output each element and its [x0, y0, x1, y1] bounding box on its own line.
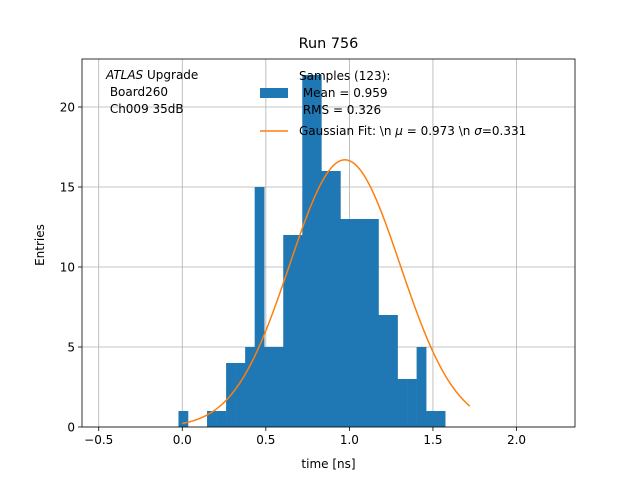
- histogram-bar: [207, 411, 217, 427]
- y-tick-label: 10: [60, 261, 75, 275]
- annotation-line-2: Board260: [106, 85, 168, 99]
- x-tick-label: 0.5: [256, 433, 275, 447]
- legend-fit-mid: = 0.973 \n: [403, 124, 474, 138]
- histogram-bar: [178, 411, 189, 427]
- histogram-bar: [426, 411, 436, 427]
- x-axis-label: time [ns]: [301, 457, 355, 471]
- histogram-bar: [321, 171, 332, 427]
- histogram-bar: [302, 75, 313, 427]
- legend-fit-sigma: σ: [474, 124, 482, 138]
- gaussian-fit-curve: [182, 159, 471, 425]
- legend-fit-label: Gaussian Fit: \n μ = 0.973 \n σ=0.331: [299, 124, 526, 138]
- legend-fit-mu: μ: [394, 124, 403, 138]
- histogram-bar: [378, 315, 389, 427]
- histogram-bar: [397, 379, 408, 427]
- histogram-bar: [245, 347, 255, 427]
- histogram-bar: [311, 75, 322, 427]
- axes-frame: [81, 58, 576, 428]
- annotation-upgrade: Upgrade: [143, 68, 198, 82]
- atlas-annotation: ATLAS Upgrade Board260 Ch009 35dB: [105, 68, 198, 116]
- legend-histogram-swatch: [260, 88, 288, 98]
- y-axis-ticks: 0 5 10 15 20: [60, 101, 82, 435]
- histogram-bar: [359, 219, 370, 427]
- histogram-bar: [254, 187, 265, 427]
- histogram-bar: [292, 235, 303, 427]
- annotation-line-3: Ch009 35dB: [106, 102, 184, 116]
- histogram-bar: [330, 171, 341, 427]
- histogram-bars: [178, 75, 446, 427]
- legend-histogram-line-3: RMS = 0.326: [299, 103, 381, 117]
- x-axis-ticks: −0.5 0.0 0.5 1.0 1.5 2.0: [84, 427, 526, 447]
- annotation-line-1: ATLAS Upgrade: [105, 68, 198, 82]
- histogram-bar: [235, 363, 246, 427]
- histogram-bar: [407, 379, 417, 427]
- histogram-bar: [264, 347, 275, 427]
- histogram-bar: [416, 347, 427, 427]
- x-tick-label: 0.0: [173, 433, 192, 447]
- histogram-bar: [368, 219, 379, 427]
- histogram-bar: [273, 347, 284, 427]
- histogram-bar: [388, 315, 398, 427]
- histogram-bar: [283, 235, 294, 427]
- legend: Samples (123): Mean = 0.959 RMS = 0.326 …: [260, 69, 526, 138]
- x-tick-label: −0.5: [84, 433, 113, 447]
- legend-fit-prefix: Gaussian Fit: \n: [299, 124, 395, 138]
- legend-histogram-line-1: Samples (123):: [299, 69, 390, 83]
- x-tick-label: 1.5: [423, 433, 442, 447]
- annotation-atlas: ATLAS: [105, 68, 144, 82]
- x-tick-label: 2.0: [507, 433, 526, 447]
- x-tick-label: 1.0: [340, 433, 359, 447]
- histogram-bar: [435, 411, 446, 427]
- chart-title: Run 756: [299, 36, 359, 52]
- histogram-bar: [349, 219, 360, 427]
- legend-histogram-line-2: Mean = 0.959: [299, 86, 388, 100]
- y-tick-label: 15: [60, 181, 75, 195]
- y-tick-label: 5: [67, 341, 75, 355]
- histogram-bar: [216, 411, 227, 427]
- histogram-bar: [340, 219, 351, 427]
- y-axis-label: Entries: [33, 224, 47, 266]
- legend-fit-suffix: =0.331: [482, 124, 526, 138]
- y-tick-label: 0: [67, 421, 75, 435]
- y-tick-label: 20: [60, 101, 75, 115]
